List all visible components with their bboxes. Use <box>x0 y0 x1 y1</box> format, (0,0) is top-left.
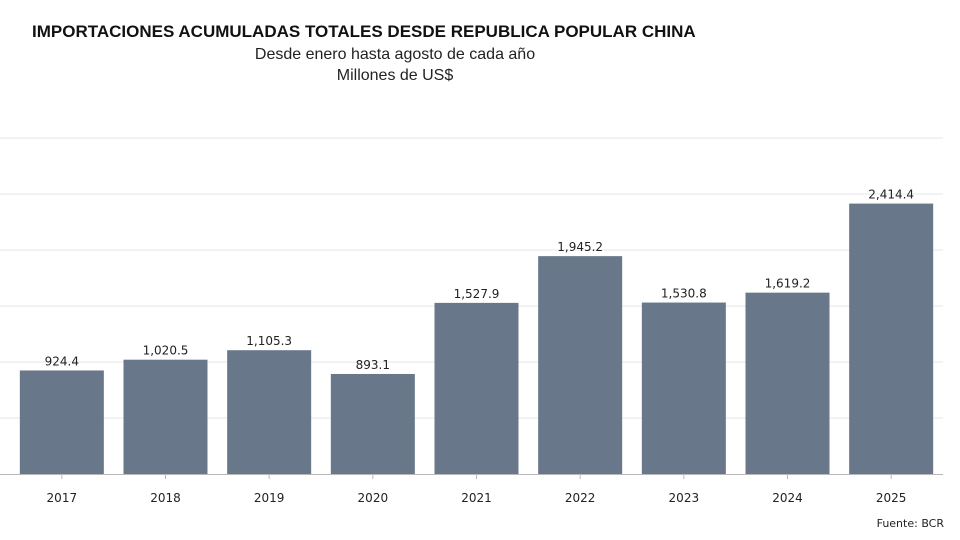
bar-2021 <box>434 302 519 474</box>
x-tick-label: 2018 <box>150 491 181 505</box>
bar-2018 <box>123 359 208 474</box>
bar-2024 <box>745 292 830 474</box>
bar-2020 <box>330 373 415 474</box>
chart-title: IMPORTACIONES ACUMULADAS TOTALES DESDE R… <box>32 22 696 41</box>
x-tick-label: 2022 <box>565 491 596 505</box>
x-tick-label: 2021 <box>461 491 492 505</box>
data-label: 1,527.9 <box>454 287 500 301</box>
data-label: 1,105.3 <box>246 334 292 348</box>
data-label: 1,619.2 <box>765 277 811 291</box>
x-tick-label: 2025 <box>876 491 907 505</box>
chart-subtitle: Desde enero hasta agosto de cada año <box>254 46 536 63</box>
data-label: 1,945.2 <box>557 240 603 254</box>
data-label: 1,530.8 <box>661 287 707 301</box>
x-tick-label: 2023 <box>669 491 700 505</box>
bar-2025 <box>849 203 934 474</box>
data-label: 2,414.4 <box>868 188 914 202</box>
bar-2022 <box>538 256 623 474</box>
x-tick-label: 2017 <box>47 491 78 505</box>
x-tick-label: 2019 <box>254 491 285 505</box>
data-label: 893.1 <box>356 358 390 372</box>
bar-2017 <box>19 370 104 474</box>
data-label: 1,020.5 <box>143 344 189 358</box>
bar-2023 <box>641 302 726 474</box>
bar-2019 <box>227 350 312 474</box>
data-label: 924.4 <box>45 354 79 368</box>
x-tick-label: 2024 <box>772 491 803 505</box>
x-tick-label: 2020 <box>358 491 389 505</box>
source-note: Fuente: BCR <box>876 517 944 530</box>
chart-units: Millones de US$ <box>336 67 454 84</box>
